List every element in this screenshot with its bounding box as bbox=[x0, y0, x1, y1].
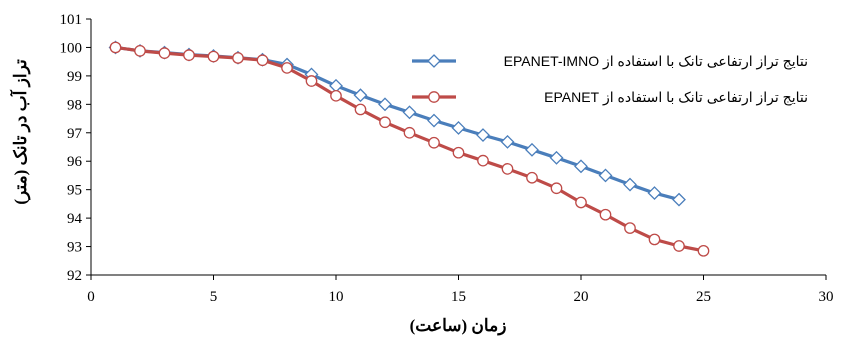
data-point bbox=[598, 168, 613, 183]
data-point bbox=[623, 177, 637, 192]
y-tick-label: 97 bbox=[67, 126, 83, 142]
y-tick-label: 98 bbox=[67, 97, 82, 113]
data-point bbox=[353, 88, 368, 103]
y-tick-label: 95 bbox=[67, 183, 82, 199]
x-tick-label: 10 bbox=[329, 289, 344, 305]
x-tick-label: 5 bbox=[210, 289, 218, 305]
axes bbox=[86, 18, 827, 280]
data-point bbox=[575, 196, 587, 209]
data-point bbox=[647, 186, 662, 200]
data-point bbox=[403, 126, 416, 139]
data-point bbox=[109, 41, 122, 54]
data-point bbox=[672, 192, 686, 207]
legend-swatch-marker bbox=[427, 54, 441, 68]
data-point bbox=[281, 62, 293, 74]
data-point bbox=[477, 154, 489, 167]
x-tick-label: 20 bbox=[574, 289, 589, 305]
x-tick-label: 0 bbox=[87, 289, 95, 305]
data-point bbox=[354, 103, 367, 116]
data-point bbox=[451, 121, 466, 135]
data-point bbox=[158, 47, 171, 59]
x-tick-label: 15 bbox=[451, 289, 466, 305]
legend: نتایج تراز ارتفاعی تانک با استفاده از EP… bbox=[412, 53, 808, 106]
y-tick-label: 94 bbox=[67, 211, 83, 227]
tick-labels: 92 93 94 95 96 97 98 99 100 101 0 5 10 15 20 25 30 bbox=[60, 12, 834, 305]
series-2 bbox=[109, 41, 710, 257]
y-tick-label: 96 bbox=[67, 154, 83, 170]
data-point bbox=[500, 134, 515, 149]
legend-label: نتایج تراز ارتفاعی تانک با استفاده از EP… bbox=[504, 53, 808, 70]
data-point bbox=[183, 49, 195, 61]
legend-swatch-marker bbox=[428, 91, 440, 103]
data-point bbox=[648, 233, 661, 246]
legend-label: نتایج تراز ارتفاعی تانک با استفاده از EP… bbox=[544, 89, 808, 106]
data-point bbox=[330, 89, 342, 102]
y-tick-label: 92 bbox=[67, 268, 82, 284]
data-point bbox=[378, 97, 392, 112]
data-point bbox=[305, 75, 318, 87]
data-point bbox=[525, 142, 539, 157]
x-tick-label: 25 bbox=[696, 289, 711, 305]
data-point bbox=[476, 128, 490, 142]
series-layer bbox=[108, 40, 710, 257]
data-point bbox=[697, 244, 710, 257]
y-tick-label: 93 bbox=[67, 240, 82, 256]
data-point bbox=[599, 208, 612, 221]
data-point bbox=[402, 105, 417, 120]
data-point bbox=[256, 54, 269, 67]
data-point bbox=[207, 50, 220, 63]
data-point bbox=[232, 52, 244, 64]
data-point bbox=[574, 159, 588, 174]
data-point bbox=[624, 222, 636, 234]
data-point bbox=[427, 113, 441, 128]
series-line bbox=[115, 45, 680, 202]
data-point bbox=[379, 116, 391, 129]
data-point bbox=[452, 146, 465, 159]
data-point bbox=[549, 150, 564, 165]
series-line bbox=[115, 45, 704, 253]
y-axis-title: تراز آب در تانک (متر) bbox=[9, 59, 31, 205]
y-tick-label: 100 bbox=[60, 40, 83, 56]
data-point bbox=[673, 240, 685, 252]
x-axis-title: زمان (ساعت) bbox=[410, 316, 507, 336]
data-point bbox=[526, 171, 538, 184]
data-point bbox=[550, 182, 563, 195]
y-tick-label: 99 bbox=[67, 69, 82, 85]
data-point bbox=[428, 136, 440, 149]
data-point bbox=[501, 163, 514, 175]
y-tick-label: 101 bbox=[60, 12, 83, 28]
x-tick-label: 30 bbox=[819, 289, 834, 305]
data-point bbox=[134, 45, 146, 57]
